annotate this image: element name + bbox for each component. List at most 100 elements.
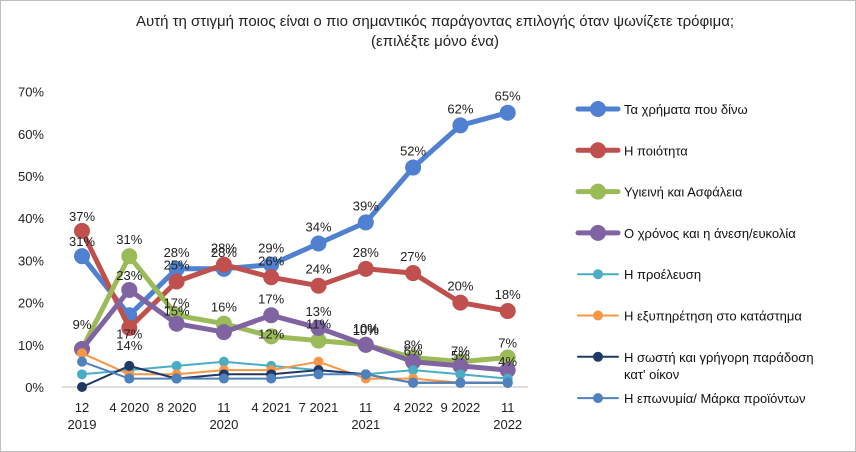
data-point	[263, 307, 280, 324]
data-label: 6%	[404, 344, 423, 359]
data-point	[360, 369, 371, 380]
data-label: 12%	[258, 326, 284, 341]
legend-label: Η ποιότητα	[624, 143, 688, 158]
x-tick-label: 2022	[493, 417, 522, 432]
x-tick-label: 2021	[351, 417, 380, 432]
data-label: 16%	[211, 300, 237, 315]
data-point	[455, 377, 466, 388]
data-label: 10%	[353, 323, 379, 338]
data-point	[408, 365, 419, 376]
series-line	[81, 352, 509, 384]
data-label: 11%	[306, 317, 331, 332]
data-label: 14%	[116, 338, 142, 353]
data-point	[77, 369, 87, 380]
data-point	[405, 265, 422, 282]
data-label: 28%	[211, 241, 237, 256]
data-label: 26%	[258, 253, 284, 268]
data-label: 15%	[164, 304, 190, 319]
data-point	[313, 356, 324, 367]
data-point	[357, 260, 374, 277]
legend-marker	[590, 101, 606, 117]
data-label: 31%	[116, 232, 142, 247]
series-line	[79, 287, 511, 373]
data-point	[124, 373, 135, 384]
x-tick-label: 11	[501, 400, 515, 415]
data-point	[405, 353, 422, 370]
series-line	[79, 253, 511, 365]
x-tick-label: 8 2020	[157, 400, 197, 415]
data-point	[171, 360, 182, 371]
data-point	[452, 357, 469, 374]
legend-marker	[590, 142, 606, 159]
data-labels: 31%28% 28% 29%34%39%52%62%65%37%14%25%28%2…	[69, 89, 521, 369]
legend-label: Υγιεινή και Ασφάλεια	[624, 185, 743, 200]
x-tick-label: 11	[217, 400, 231, 415]
data-point	[266, 373, 277, 384]
x-tick-label: 12	[75, 400, 89, 415]
legend-label: Η σωστή και γρήγορη παράδοση	[624, 350, 814, 365]
data-point	[77, 356, 87, 367]
data-point	[499, 303, 516, 320]
data-point	[263, 269, 280, 286]
data-label: 25%	[164, 258, 190, 273]
x-tick-label: 7 2021	[299, 400, 339, 415]
data-point	[263, 256, 280, 273]
legend-marker	[593, 269, 603, 280]
data-point	[171, 373, 182, 384]
data-label: 23%	[116, 268, 142, 283]
data-point	[168, 315, 185, 332]
data-point	[310, 332, 327, 349]
y-tick-label: 70%	[18, 85, 44, 100]
data-point	[168, 273, 185, 290]
x-tick-label: 2019	[68, 417, 97, 432]
data-label: 7%	[498, 335, 517, 350]
data-label: 31%	[69, 234, 95, 249]
y-tick-label: 0%	[25, 380, 44, 395]
y-tick-label: 30%	[18, 253, 44, 268]
legend-marker	[593, 393, 603, 404]
data-point	[218, 373, 229, 384]
series-lines	[74, 104, 516, 392]
axes: 0% 10% 20% 30% 40% 50% 60% 70% 12 2019 4 2020 8 202…	[18, 85, 528, 432]
data-point	[77, 382, 87, 392]
legend-label: Ο χρόνος και η άνεση/ευκολία	[624, 226, 796, 241]
data-point	[310, 277, 327, 294]
data-label: 17%	[116, 327, 142, 342]
data-label: 39%	[353, 198, 379, 213]
data-label: 28%	[353, 245, 379, 260]
data-point	[357, 336, 374, 353]
legend-marker	[593, 310, 603, 321]
y-tick-label: 60%	[18, 127, 44, 142]
y-tick-label: 50%	[18, 169, 44, 184]
data-point	[124, 360, 135, 371]
legend: Τα χρήματα που δίνω Η ποιότητα Υγιεινή και…	[575, 101, 814, 406]
data-label: 34%	[305, 220, 331, 235]
data-label: 28%	[211, 245, 237, 260]
series-line	[81, 360, 509, 384]
data-label: 13%	[305, 304, 331, 319]
data-point	[452, 294, 469, 311]
legend-marker	[593, 351, 603, 362]
data-point	[74, 222, 90, 239]
data-label: 20%	[447, 279, 473, 294]
data-label: 52%	[400, 144, 426, 159]
series-line	[81, 360, 509, 380]
data-point	[499, 104, 516, 121]
data-label: 17%	[164, 295, 190, 310]
data-point	[455, 369, 466, 380]
data-point	[502, 377, 513, 388]
data-label: 24%	[305, 262, 331, 277]
data-point	[121, 281, 138, 298]
x-tick-label: 4 2020	[109, 400, 149, 415]
data-point	[215, 256, 232, 273]
data-label: 4%	[498, 354, 517, 369]
legend-marker	[590, 183, 606, 200]
y-tick-label: 10%	[18, 338, 44, 353]
chart-title-line: Αυτή τη στιγμή ποιος είναι ο πιο σημαντι…	[135, 13, 735, 30]
data-label: 18%	[495, 287, 521, 302]
x-tick-label: 4 2022	[393, 400, 433, 415]
series-line	[79, 110, 511, 318]
data-point	[77, 348, 87, 359]
data-point	[121, 319, 138, 336]
